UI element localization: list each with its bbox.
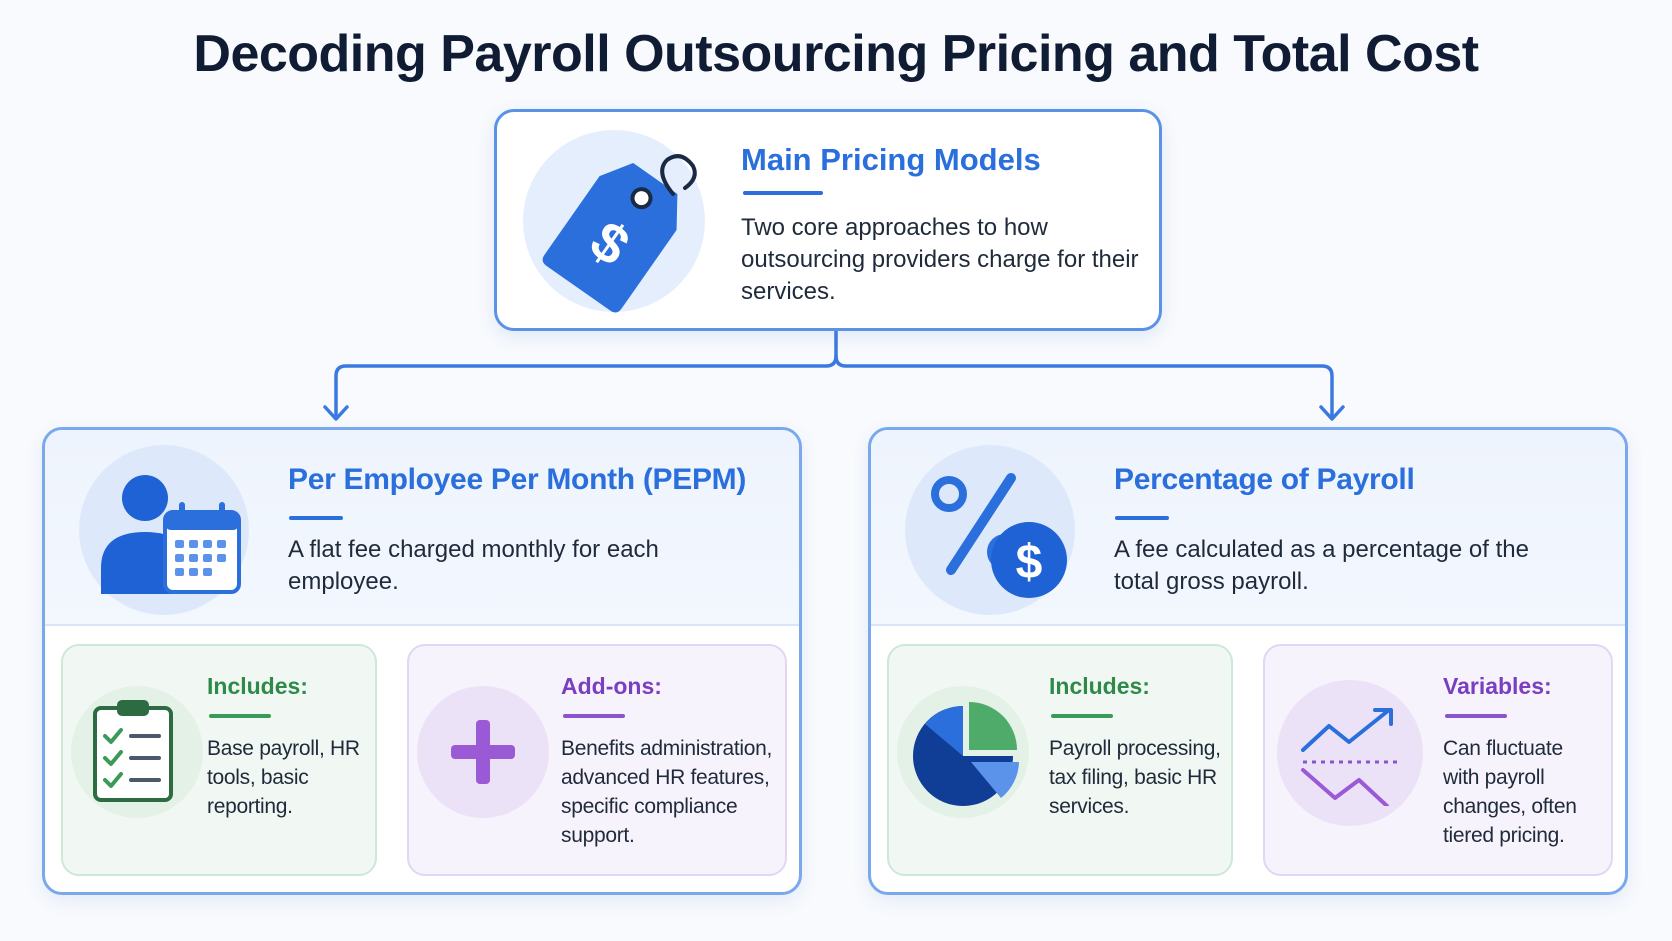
fluctuating-trend-icon (1301, 708, 1399, 806)
percentage-heading: Percentage of Payroll (1114, 463, 1415, 496)
pie-chart-icon (913, 702, 1019, 806)
percentage-includes-title: Includes: (1049, 673, 1150, 699)
pepm-addons-description: Benefits administration, advanced HR fea… (561, 737, 773, 847)
dollar-price-tag-icon: $ (542, 154, 697, 313)
percentage-includes-accent (1051, 714, 1113, 718)
percentage-variables-card: Variables: Can fluctuate with payroll ch… (1263, 644, 1613, 876)
pepm-heading: Per Employee Per Month (PEPM) (288, 463, 747, 496)
page-title: Decoding Payroll Outsourcing Pricing and… (193, 25, 1479, 83)
percentage-variables-title: Variables: (1443, 673, 1552, 699)
pepm-includes-title: Includes: (207, 673, 308, 699)
pepm-header: Per Employee Per Month (PEPM) A flat fee… (45, 430, 799, 626)
percentage-header: $ Percentage of Payroll A fee calculated… (871, 430, 1625, 626)
pepm-includes-description: Base payroll, HR tools, basic reporting. (207, 737, 360, 818)
pepm-addons-card: Add-ons: Benefits administration, advanc… (407, 644, 787, 876)
pepm-accent-line (289, 516, 343, 520)
plus-icon (451, 720, 515, 784)
pepm-card: Per Employee Per Month (PEPM) A flat fee… (42, 427, 802, 895)
clipboard-checklist-icon (93, 700, 173, 802)
percentage-includes-card: Includes: Payroll processing, tax filing… (887, 644, 1233, 876)
pepm-description: A flat fee charged monthly for each empl… (288, 536, 659, 595)
pepm-addons-accent (563, 714, 625, 718)
percentage-description: A fee calculated as a percentage of the … (1114, 536, 1529, 595)
main-heading: Main Pricing Models (741, 142, 1041, 177)
main-pricing-models-card: $ Main Pricing Models Two core approache… (494, 109, 1162, 331)
percent-dollar-icon: $ (931, 473, 1067, 598)
percentage-accent-line (1115, 516, 1169, 520)
main-description: Two core approaches to how outsourcing p… (741, 214, 1139, 305)
person-calendar-icon (101, 475, 241, 594)
percentage-variables-description: Can fluctuate with payroll changes, ofte… (1443, 737, 1577, 847)
pepm-includes-card: Includes: Base payroll, HR tools, basic … (61, 644, 377, 876)
variables-icon-circle (1277, 680, 1423, 826)
pepm-addons-title: Add-ons: (561, 673, 662, 699)
svg-text:$: $ (1016, 536, 1043, 589)
pepm-includes-accent (209, 714, 271, 718)
percentage-includes-description: Payroll processing, tax filing, basic HR… (1049, 737, 1221, 818)
main-accent-line (743, 191, 823, 195)
percentage-card: $ Percentage of Payroll A fee calculated… (868, 427, 1628, 895)
percentage-variables-accent (1445, 714, 1507, 718)
